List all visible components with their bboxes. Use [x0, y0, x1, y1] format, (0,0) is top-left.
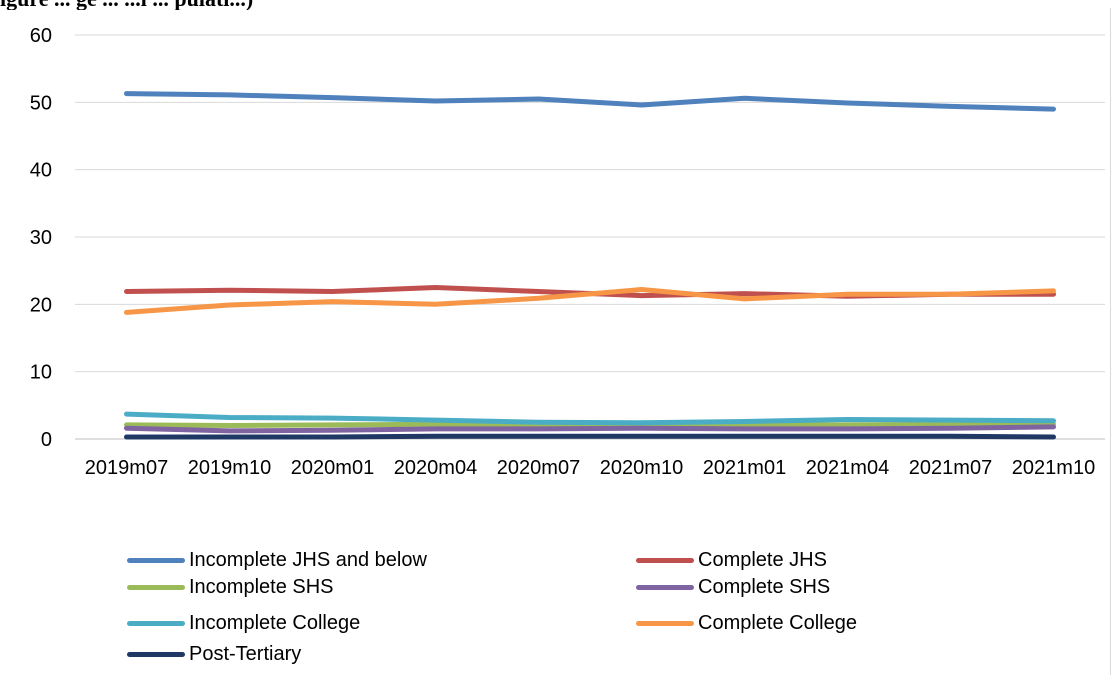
x-tick-label: 2021m07: [909, 457, 992, 479]
x-tick-label: 2020m01: [291, 457, 374, 479]
series-line-incomplete-shs: [124, 421, 1056, 428]
y-tick-label: 10: [30, 362, 52, 384]
y-tick-label: 60: [30, 25, 52, 47]
legend-swatch: [636, 584, 694, 590]
legend-item: Incomplete JHS and below: [127, 549, 427, 571]
x-tick-label: 2019m07: [85, 457, 168, 479]
legend-label: Incomplete SHS: [189, 575, 334, 598]
legend-item: Incomplete SHS: [127, 576, 334, 598]
x-tick-label: 2019m10: [188, 457, 271, 479]
legend-item: Complete JHS: [636, 549, 827, 571]
x-tick-label: 2020m07: [497, 457, 580, 479]
series-line-complete-college: [124, 287, 1056, 315]
legend-item: Complete College: [636, 612, 857, 634]
legend-swatch: [636, 620, 694, 626]
legend-label: Post-Tertiary: [189, 642, 302, 665]
x-tick-label: 2021m10: [1012, 457, 1095, 479]
chart-frame-border: [1110, 8, 1111, 675]
series-line-incomplete-college: [124, 411, 1056, 426]
y-tick-label: 0: [41, 429, 52, 451]
legend-label: Complete College: [698, 611, 857, 634]
legend-swatch: [636, 557, 694, 563]
legend-swatch: [127, 557, 185, 563]
x-tick-label: 2021m04: [806, 457, 889, 479]
legend-item: Incomplete College: [127, 612, 360, 634]
x-tick-label: 2021m01: [703, 457, 786, 479]
series-line-post-tertiary: [124, 433, 1056, 440]
legend-label: Complete SHS: [698, 575, 831, 598]
legend-swatch: [127, 584, 185, 590]
y-tick-label: 50: [30, 92, 52, 114]
legend-label: Complete JHS: [698, 548, 827, 571]
x-tick-label: 2020m10: [600, 457, 683, 479]
legend-swatch: [127, 651, 185, 657]
series-line-complete-shs: [124, 424, 1056, 434]
y-tick-label: 20: [30, 294, 52, 316]
figure-title-fragment: igure ... ge ... ...l ... pulati...): [0, 0, 1120, 10]
legend-label: Incomplete College: [189, 611, 361, 634]
legend-label: Incomplete JHS and below: [189, 548, 427, 571]
x-tick-label: 2020m04: [394, 457, 477, 479]
legend-item: Complete SHS: [636, 576, 830, 598]
legend-swatch: [127, 620, 185, 626]
legend-item: Post-Tertiary: [127, 643, 301, 665]
y-tick-label: 40: [30, 160, 52, 182]
series-line-incomplete-jhs-and-below: [124, 91, 1056, 112]
y-tick-label: 30: [30, 227, 52, 249]
